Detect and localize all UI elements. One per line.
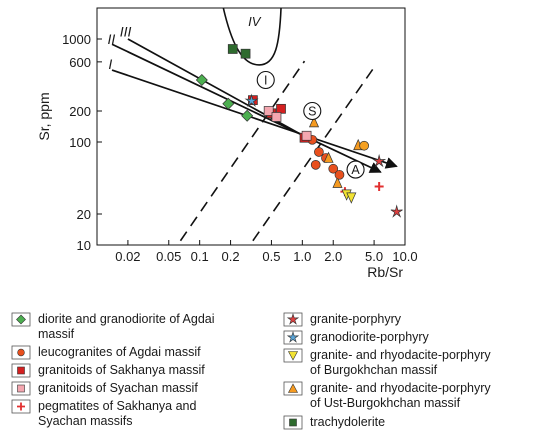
data-point <box>390 204 403 218</box>
legend-item: granodiorite-porphyry <box>282 330 429 345</box>
plot-frame <box>96 7 406 246</box>
legend-item-label: granitoids of Syachan massif <box>38 381 198 395</box>
data-point <box>374 181 384 191</box>
legend-item: leucogranites of Agdai massif <box>10 345 201 360</box>
legend-item-label: granite-porphyry <box>310 312 402 326</box>
data-point <box>359 140 369 151</box>
data-point <box>276 103 286 114</box>
data-point <box>263 106 274 116</box>
legend-item: granitoids of Syachan massif <box>10 381 198 396</box>
y-tick-label: 200 <box>69 104 91 119</box>
legend-item-label: granite- and rhyodacite-porphyry of Burg… <box>310 348 491 377</box>
trend-line <box>111 69 398 169</box>
trend-line-label: I <box>108 56 112 72</box>
dashed-boundary-line <box>252 66 375 242</box>
granite-type-label: I <box>264 73 267 87</box>
data-point <box>372 153 387 168</box>
data-point <box>332 176 343 188</box>
x-tick-label: 0.5 <box>262 249 280 264</box>
star-legend-icon <box>283 312 303 327</box>
data-point <box>314 147 324 157</box>
circle-legend-icon <box>11 345 31 360</box>
x-tick-label: 0.2 <box>222 249 240 264</box>
granite-type-circle <box>346 160 365 179</box>
star-legend-icon <box>283 330 303 345</box>
data-point <box>301 130 312 141</box>
legend-item-label: granite- and rhyodacite-porphyry of Ust-… <box>310 381 491 410</box>
legend-item-label: leucogranites of Agdai massif <box>38 345 201 359</box>
data-point <box>227 44 238 54</box>
triangle-up-legend-icon <box>283 381 303 396</box>
y-tick-label: 10 <box>77 238 91 253</box>
legend-item: granite- and rhyodacite-porphyry of Burg… <box>282 348 491 378</box>
x-axis-label: Rb/Sr <box>367 264 403 280</box>
square-legend-icon <box>11 381 31 396</box>
square-legend-icon <box>283 415 303 430</box>
data-point <box>240 48 251 59</box>
trend-line <box>111 43 382 173</box>
legend-item: granite- and rhyodacite-porphyry of Ust-… <box>282 381 491 411</box>
data-point <box>334 169 345 180</box>
triangle-down-legend-icon <box>283 348 303 363</box>
legend-item-label: diorite and granodiorite of Agdai massif <box>38 312 215 341</box>
granite-type-label: S <box>308 104 316 118</box>
x-tick-label: 1.0 <box>293 249 311 264</box>
dashed-boundary-line <box>179 60 306 242</box>
data-point <box>308 116 320 128</box>
y-tick-label: 600 <box>69 55 91 70</box>
y-tick-label: 1000 <box>62 32 91 47</box>
trend-line-label: III <box>120 23 132 39</box>
data-point <box>271 112 282 122</box>
y-tick-label: 20 <box>77 207 91 222</box>
legend-item-label: granitoids of Sakhanya massif <box>38 363 205 377</box>
region-iv-boundary <box>222 8 282 66</box>
granite-type-label: A <box>351 163 360 177</box>
data-point <box>241 109 254 122</box>
x-tick-label: 0.05 <box>156 249 181 264</box>
data-point <box>222 97 235 110</box>
x-tick-label: 5.0 <box>365 249 383 264</box>
data-point <box>346 192 357 204</box>
data-point <box>310 160 321 170</box>
trend-line-label: II <box>107 31 115 47</box>
granite-type-circle <box>256 70 275 90</box>
scatter-plot: 0.02 0.05 0.1 0.2 0.5 1.0 2.0 5.0 10.0 10 20 100 200… <box>36 7 418 280</box>
x-tick-label: 0.1 <box>191 249 209 264</box>
data-point <box>323 151 334 163</box>
trend-line <box>127 38 309 140</box>
y-axis-label: Sr, ppm <box>36 92 52 140</box>
diamond-legend-icon <box>11 312 31 327</box>
data-point <box>328 163 339 174</box>
plus-legend-icon <box>11 399 31 414</box>
plot-area: I S A <box>111 8 403 242</box>
x-tick-label: 2.0 <box>324 249 342 264</box>
legend: diorite and granodiorite of Agdai massif… <box>0 300 550 444</box>
granite-type-circle <box>303 101 322 121</box>
legend-item-label: pegmatites of Sakhanya and Syachan massi… <box>38 399 197 428</box>
region-iv-label: IV <box>248 14 262 29</box>
data-point <box>195 73 208 86</box>
legend-item-label: trachydolerite <box>310 415 386 429</box>
legend-item-label: granodiorite-porphyry <box>310 330 429 344</box>
legend-item: pegmatites of Sakhanya and Syachan massi… <box>10 399 196 429</box>
x-tick-label: 10.0 <box>392 249 417 264</box>
legend-item: granite-porphyry <box>282 312 401 327</box>
y-tick-label: 100 <box>69 135 91 150</box>
square-legend-icon <box>11 363 31 378</box>
x-tick-label: 0.02 <box>115 249 140 264</box>
data-point <box>244 93 259 108</box>
legend-item: granitoids of Sakhanya massif <box>10 363 205 378</box>
legend-item: trachydolerite <box>282 415 385 430</box>
legend-item: diorite and granodiorite of Agdai massif <box>10 312 215 342</box>
